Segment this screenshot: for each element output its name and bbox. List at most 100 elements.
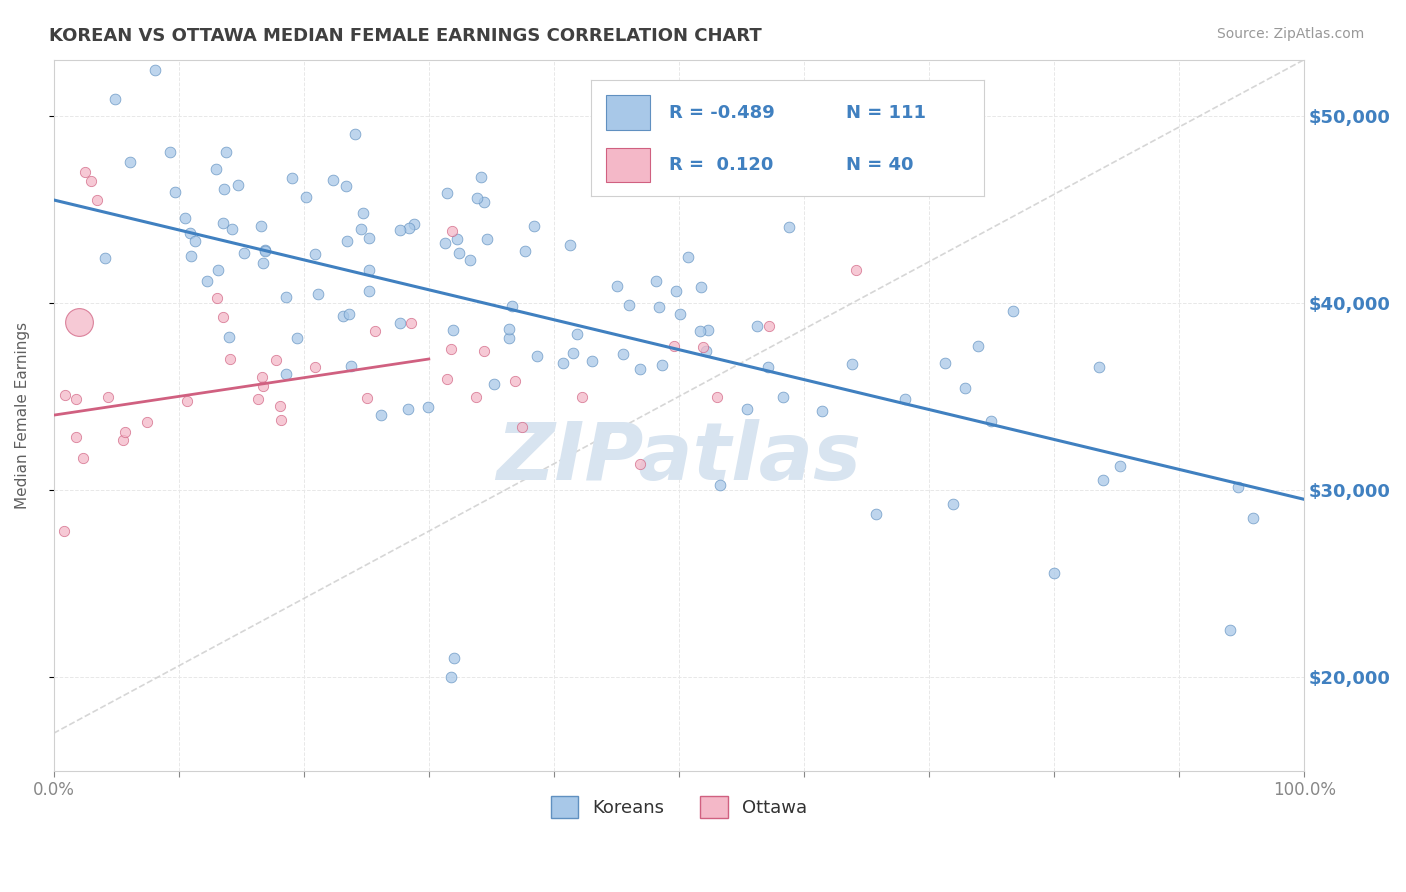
Point [332, 309, 354, 323]
Point [337, 308, 360, 322]
Point [94, 251, 117, 265]
Point [706, 390, 728, 404]
Point [648, 300, 671, 314]
Point [104, 92, 127, 106]
Point [274, 290, 297, 304]
Point [114, 425, 136, 439]
Point [370, 409, 392, 423]
Point [662, 339, 685, 353]
Legend: Koreans, Ottawa: Koreans, Ottawa [544, 789, 814, 826]
Point [651, 359, 673, 373]
Point [276, 368, 298, 382]
Point [464, 390, 486, 404]
Point [307, 286, 329, 301]
Point [364, 324, 387, 338]
Point [174, 211, 197, 226]
Point [73, 165, 96, 179]
Point [118, 155, 141, 169]
Point [67, 315, 90, 329]
Point [340, 359, 363, 373]
Point [86, 193, 108, 207]
Point [335, 235, 357, 249]
Point [498, 331, 520, 345]
Point [304, 360, 326, 375]
Point [571, 390, 593, 404]
Point [560, 238, 582, 252]
Point [505, 374, 527, 388]
Point [205, 162, 228, 177]
Point [65, 392, 87, 406]
Point [436, 372, 458, 386]
Point [665, 284, 688, 298]
Point [630, 361, 652, 376]
Point [252, 378, 274, 392]
Point [669, 307, 692, 321]
Point [1043, 566, 1066, 580]
Point [482, 376, 505, 391]
Point [689, 324, 711, 338]
Point [359, 231, 381, 245]
Point [53, 524, 76, 538]
Point [211, 216, 233, 230]
Point [756, 360, 779, 375]
Point [270, 413, 292, 427]
FancyBboxPatch shape [606, 147, 650, 182]
Point [498, 322, 520, 336]
Point [388, 223, 411, 237]
Point [470, 170, 492, 185]
Point [513, 244, 536, 258]
Point [350, 221, 373, 235]
Point [474, 344, 496, 359]
Point [396, 401, 419, 416]
Point [253, 243, 276, 257]
Point [304, 247, 326, 261]
Point [1091, 473, 1114, 487]
Point [434, 236, 457, 251]
Point [218, 352, 240, 367]
Point [678, 250, 700, 264]
Point [735, 402, 758, 417]
Point [218, 330, 240, 344]
Point [356, 392, 378, 406]
Point [953, 381, 976, 395]
Point [689, 280, 711, 294]
Text: N = 111: N = 111 [846, 103, 927, 121]
Point [441, 323, 464, 337]
Point [1227, 480, 1250, 494]
Point [446, 232, 468, 246]
Point [501, 299, 523, 313]
Point [934, 356, 956, 370]
Point [97, 390, 120, 404]
Point [269, 399, 291, 413]
Point [612, 347, 634, 361]
Point [475, 232, 498, 246]
Point [232, 245, 254, 260]
Point [617, 298, 640, 312]
Point [214, 145, 236, 160]
Point [1109, 458, 1132, 473]
Point [335, 179, 357, 194]
Point [745, 318, 768, 333]
Point [207, 263, 229, 277]
Point [811, 403, 834, 417]
Point [841, 358, 863, 372]
Point [980, 414, 1002, 428]
Point [247, 392, 270, 406]
Point [180, 249, 202, 263]
Point [136, 415, 159, 429]
Point [510, 420, 533, 434]
Point [53, 388, 76, 402]
Point [772, 390, 794, 404]
Point [1087, 359, 1109, 374]
Point [1241, 511, 1264, 525]
Point [565, 326, 588, 341]
Point [695, 344, 717, 359]
Text: ZIPatlas: ZIPatlas [496, 419, 862, 497]
FancyBboxPatch shape [606, 95, 650, 130]
Point [606, 279, 628, 293]
Point [778, 219, 800, 234]
Point [322, 173, 344, 187]
Point [460, 252, 482, 267]
Point [523, 219, 546, 233]
Point [359, 262, 381, 277]
